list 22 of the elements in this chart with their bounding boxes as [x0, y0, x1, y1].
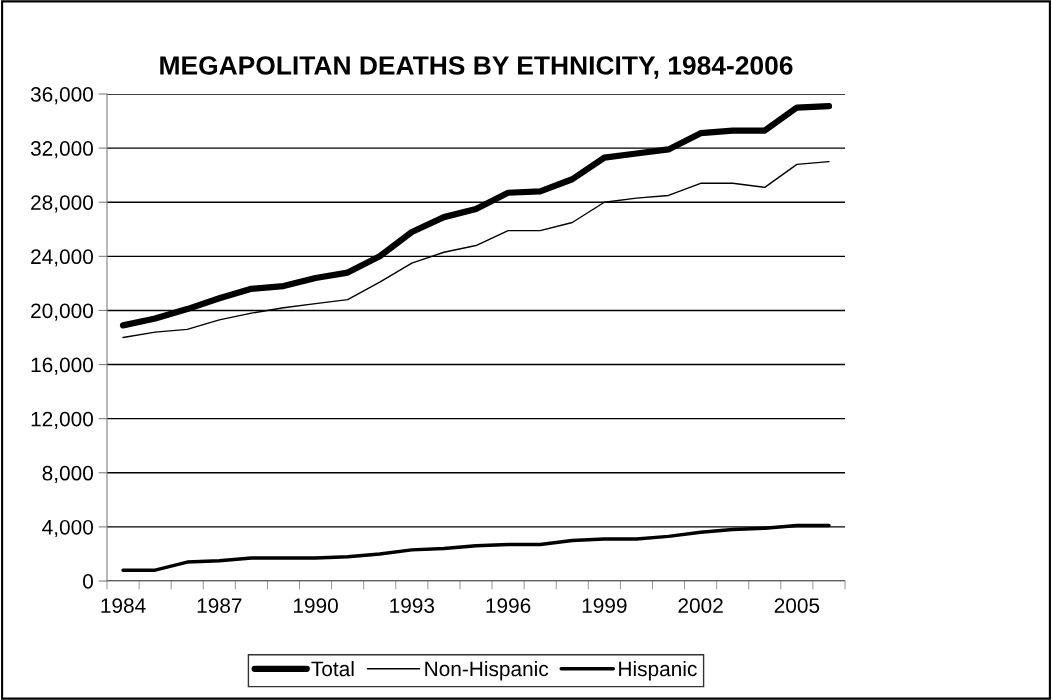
y-tick-label: 24,000 — [31, 249, 93, 267]
y-tick-label: 28,000 — [31, 195, 93, 213]
legend-label: Non-Hispanic — [425, 660, 549, 681]
x-tick-label: 1993 — [390, 598, 435, 613]
y-tick-label: 0 — [83, 574, 93, 589]
x-tick-label: 2005 — [774, 598, 820, 613]
x-tick-label: 1984 — [101, 598, 146, 613]
legend-label: Hispanic — [619, 660, 697, 681]
x-tick-label: 1987 — [197, 598, 242, 613]
x-tick-label: 2002 — [678, 598, 723, 613]
legend-label: Total — [311, 660, 354, 677]
x-tick-label: 1999 — [582, 598, 627, 613]
y-tick-label: 8,000 — [42, 465, 93, 483]
x-tick-label: 1996 — [486, 598, 531, 613]
y-tick-label: 16,000 — [31, 357, 93, 375]
y-tick-label: 12,000 — [31, 411, 93, 429]
y-tick-label: 32,000 — [30, 141, 93, 159]
chart-title: MEGAPOLITAN DEATHS BY ETHNICITY, 1984-2006 — [160, 56, 793, 79]
y-tick-label: 4,000 — [42, 519, 93, 538]
x-tick-label: 1990 — [293, 598, 338, 613]
y-tick-label: 36,000 — [30, 87, 93, 105]
y-tick-label: 20,000 — [31, 303, 93, 321]
